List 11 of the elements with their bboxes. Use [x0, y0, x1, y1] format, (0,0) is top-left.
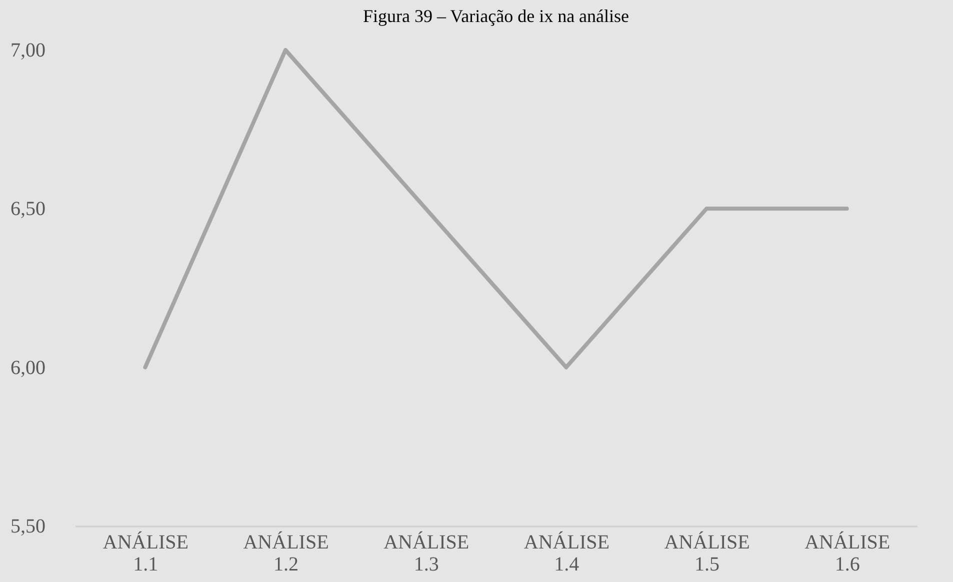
- y-tick-label: 6,00: [10, 356, 46, 379]
- x-tick-label: ANÁLISE 1.4: [524, 530, 610, 576]
- x-tick-label: ANÁLISE 1.1: [102, 530, 188, 576]
- x-tick-label: ANÁLISE 1.3: [384, 530, 470, 576]
- x-tick-label: ANÁLISE 1.6: [804, 530, 890, 576]
- chart-title: Figura 39 – Variação de ix na análise: [362, 6, 630, 26]
- x-tick-label: ANÁLISE 1.5: [664, 530, 750, 576]
- y-tick-label: 5,50: [10, 516, 46, 538]
- y-tick-label: 6,50: [10, 198, 46, 220]
- x-tick-label: ANÁLISE 1.2: [243, 530, 329, 576]
- y-tick-label: 7,00: [10, 40, 46, 62]
